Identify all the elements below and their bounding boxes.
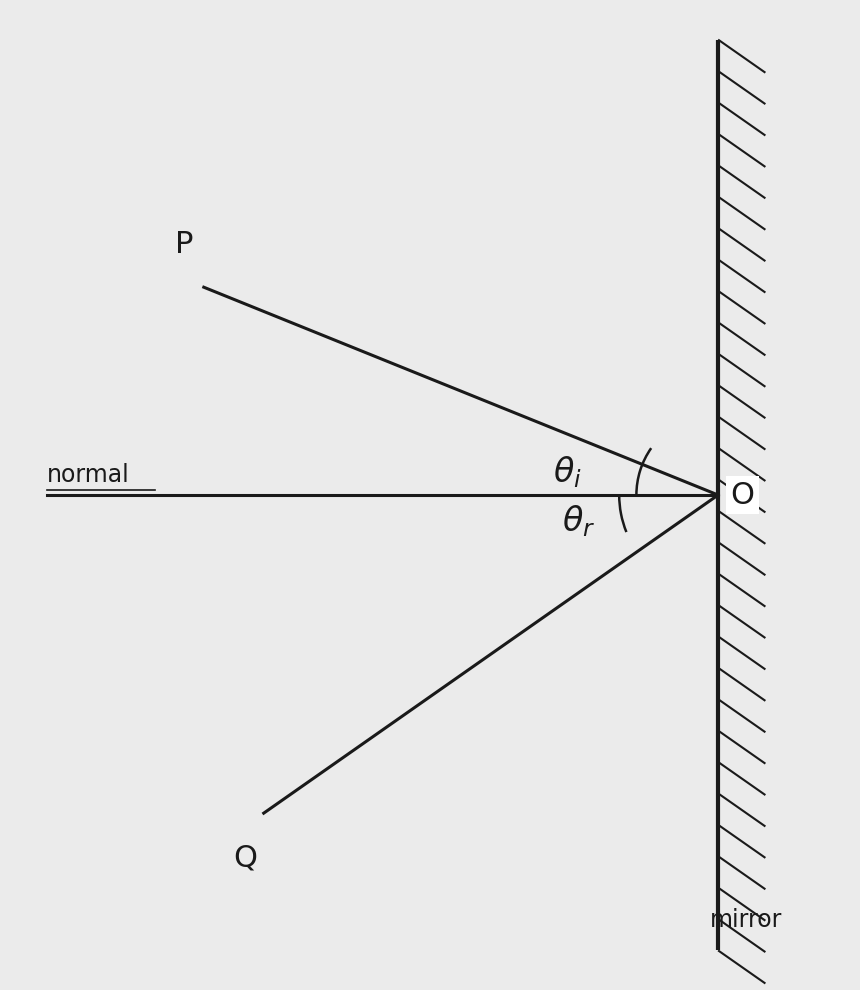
Text: normal: normal: [47, 463, 130, 487]
Text: Q: Q: [234, 843, 258, 872]
Text: $\theta_r$: $\theta_r$: [562, 503, 595, 539]
Text: mirror: mirror: [710, 909, 783, 933]
Text: O: O: [730, 480, 754, 510]
Text: P: P: [175, 231, 193, 259]
Text: $\theta_i$: $\theta_i$: [553, 454, 581, 490]
